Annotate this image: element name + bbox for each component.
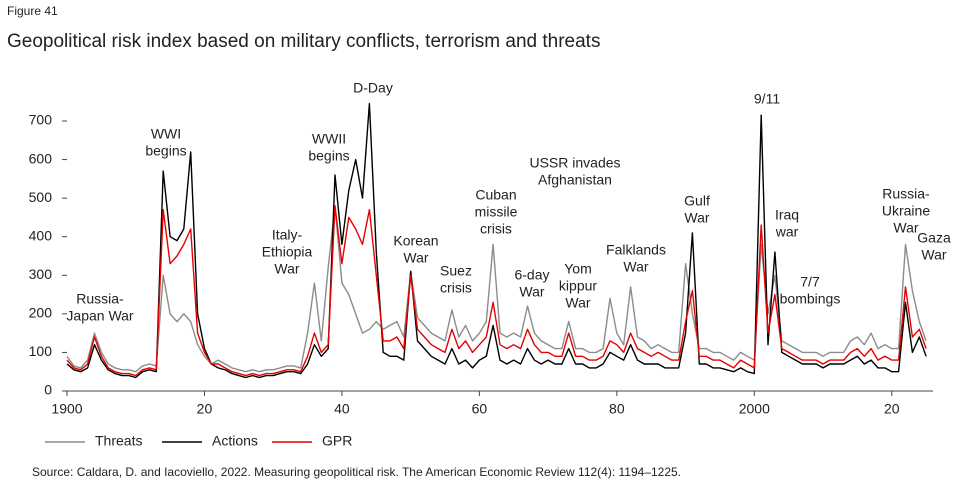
x-tick-label: 20	[197, 401, 213, 417]
x-tick-label: 2000	[739, 401, 770, 417]
annotation: War	[623, 259, 648, 275]
annotation: crisis	[480, 221, 512, 237]
annotation: War	[684, 210, 709, 226]
x-tick-label: 60	[472, 401, 488, 417]
annotation: Cuban	[475, 187, 516, 203]
annotation: Russia-	[882, 186, 930, 202]
annotation: Gaza	[917, 230, 951, 246]
annotation: crisis	[440, 280, 472, 296]
annotation: War	[921, 247, 946, 263]
annotation: Suez	[440, 263, 472, 279]
annotation: Ukraine	[882, 203, 930, 219]
annotation: WWII	[312, 131, 346, 147]
annotation: War	[893, 220, 918, 236]
annotation: begins	[145, 143, 186, 159]
x-tick-label: 1900	[51, 401, 82, 417]
annotation: bombings	[780, 291, 841, 307]
annotation: 6-day	[514, 267, 549, 283]
annotation: War	[274, 261, 299, 277]
annotation: Afghanistan	[538, 172, 612, 188]
y-tick-label: 400	[29, 227, 53, 243]
annotation: Yom	[564, 261, 592, 277]
annotation: 7/7	[800, 274, 820, 290]
annotation: War	[403, 250, 428, 266]
annotation: kippur	[559, 278, 597, 294]
annotation: War	[565, 295, 590, 311]
x-tick-label: 20	[884, 401, 900, 417]
y-tick-label: 0	[44, 382, 52, 398]
y-tick-label: 300	[29, 266, 53, 282]
x-tick-label: 40	[334, 401, 350, 417]
source-note: Source: Caldara, D. and Iacoviello, 2022…	[32, 465, 681, 479]
figure-label: Figure 41	[7, 4, 58, 18]
annotation: Japan War	[66, 308, 134, 324]
annotation: 9/11	[754, 91, 780, 107]
annotation: Gulf	[684, 193, 710, 209]
annotation: Ethiopia	[262, 244, 313, 260]
annotation: war	[775, 224, 799, 240]
annotation: USSR invades	[529, 155, 620, 171]
chart-title: Geopolitical risk index based on militar…	[7, 31, 600, 52]
legend-label: Actions	[212, 433, 258, 449]
x-tick-label: 80	[609, 401, 625, 417]
annotation: Korean	[393, 233, 438, 249]
annotation: War	[519, 284, 544, 300]
y-tick-label: 200	[29, 305, 53, 321]
y-tick-label: 600	[29, 150, 53, 166]
annotation: missile	[475, 204, 518, 220]
annotation: WWI	[151, 126, 181, 142]
annotation: Italy-	[272, 227, 303, 243]
legend-label: Threats	[95, 433, 142, 449]
y-tick-label: 500	[29, 189, 53, 205]
annotation: D-Day	[353, 80, 393, 96]
annotation: begins	[308, 148, 349, 164]
series-line	[66, 205, 927, 377]
y-tick-label: 700	[29, 112, 53, 128]
annotation: Russia-	[76, 291, 124, 307]
annotation: Falklands	[606, 242, 666, 258]
y-tick-label: 100	[29, 343, 53, 359]
legend-label: GPR	[322, 433, 352, 449]
series-line	[66, 102, 927, 379]
annotation: Iraq	[775, 207, 799, 223]
